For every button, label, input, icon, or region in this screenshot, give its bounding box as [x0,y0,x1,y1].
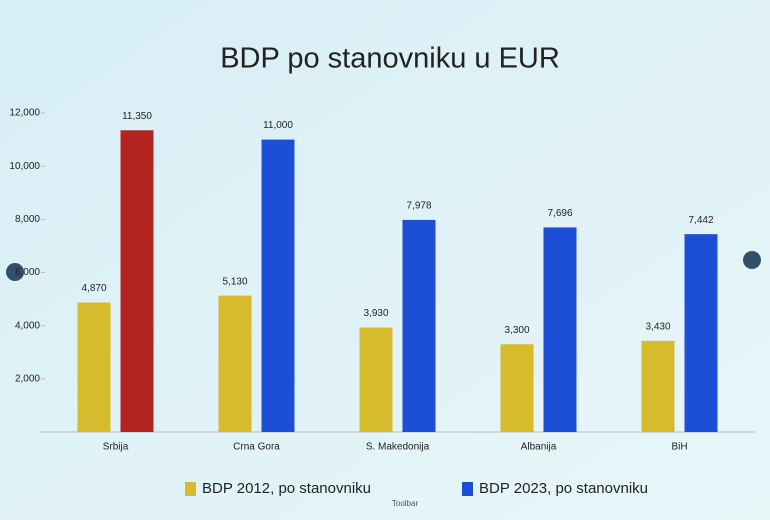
legend-label: BDP 2012, po stanovniku [202,480,371,497]
bar [543,227,577,432]
toolbar-label[interactable]: Toolbar [392,499,419,508]
value-label: 3,300 [504,325,529,336]
value-label: 3,430 [645,321,670,332]
value-label: 7,978 [406,201,431,212]
value-label: 11,000 [263,120,293,131]
bar [218,295,252,432]
x-tick-label: S. Makedonija [366,442,430,453]
bar [359,327,393,432]
x-tick-label: Crna Gora [233,442,280,453]
y-tick-label: 6,000 [15,267,40,278]
value-label: 11,350 [122,111,152,122]
legend-swatch [462,482,473,496]
x-tick-label: BiH [671,442,687,453]
bar [500,344,534,432]
y-tick-label: 10,000 [9,161,40,172]
legend-label: BDP 2023, po stanovniku [479,480,648,497]
value-label: 5,130 [222,276,247,287]
value-label: 4,870 [81,283,106,294]
bar [77,302,111,432]
nav-icon[interactable] [743,251,761,269]
chart-title: BDP po stanovniku u EUR [220,43,560,75]
bar [684,234,718,432]
y-tick-label: 4,000 [15,320,40,331]
x-tick-label: Albanija [521,442,557,453]
nav-icon[interactable] [6,263,24,281]
y-tick-label: 2,000 [15,373,40,384]
x-tick-label: Srbija [103,442,129,453]
bar [641,340,675,432]
bar [402,219,436,432]
bar [120,130,154,432]
value-label: 7,696 [547,208,572,219]
value-label: 3,930 [363,308,388,319]
legend-swatch [185,482,196,496]
y-tick-label: 8,000 [15,214,40,225]
y-tick-label: 12,000 [9,108,40,119]
value-label: 7,442 [688,215,713,226]
bar [261,139,295,433]
